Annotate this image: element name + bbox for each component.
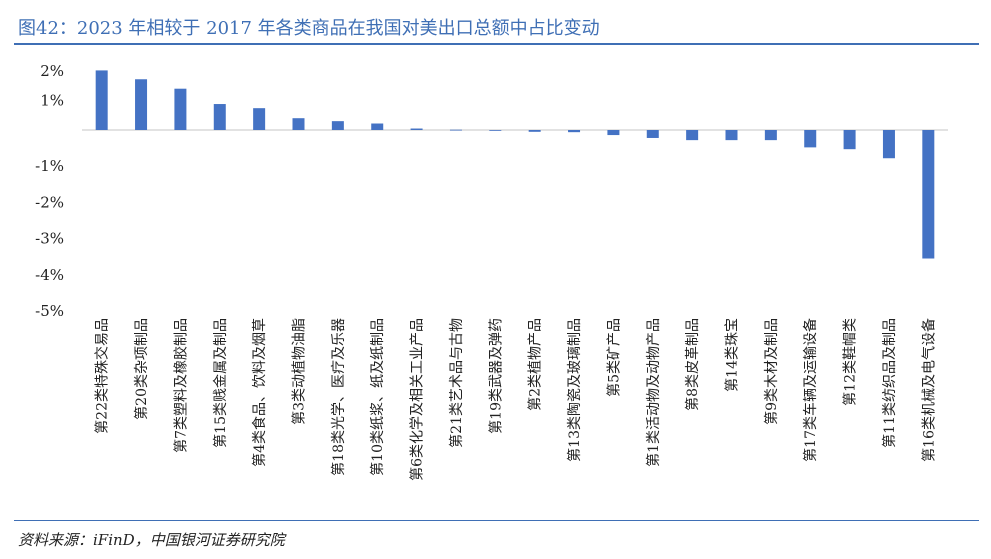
category-label: 第16类机械及电气设备 [920,318,937,462]
bar [410,128,423,130]
bar [95,70,108,130]
bar [843,130,856,150]
bar [528,130,541,132]
category-label: 第12类鞋帽类 [842,318,859,406]
category-label: 第18类光学、医疗及乐器 [330,318,347,476]
category-label: 第15类贱金属及制品 [212,318,229,448]
bar [213,104,226,130]
y-tick-label: -2% [35,193,64,211]
category-label: 第19类武器及弹药 [487,318,504,434]
category-label: 第13类陶瓷及玻璃制品 [566,318,583,462]
category-label: 第6类化学及相关工业产品 [409,318,426,481]
bar [686,130,699,141]
bar [174,88,187,130]
bar [135,79,148,130]
y-tick-label: -4% [35,266,64,284]
bar [607,130,620,136]
category-label: 第7类塑料及橡胶制品 [172,318,189,453]
category-label: 第10类纸浆、纸及纸制品 [369,318,386,476]
y-tick-label: -1% [35,157,64,175]
bar [292,118,305,130]
bar [331,121,344,130]
category-label: 第20类杂项制品 [133,318,150,420]
category-label: 第11类纺织品及制品 [881,318,898,448]
bar [764,130,777,141]
category-label: 第1类活动物及动物产品 [645,318,662,467]
y-tick-label: 2% [40,62,64,80]
y-tick-label: -5% [35,302,64,320]
bar [922,130,935,259]
title-rule [14,43,979,45]
category-label: 第4类食品、饮料及烟草 [251,318,268,467]
category-label: 第22类特殊交易品 [94,318,111,434]
bar [725,130,738,141]
category-label: 第9类木材及制品 [763,318,780,425]
bar [804,130,817,148]
bar-chart: 2% 1% -1% -2% -3% -4% -5% 第22类特殊交易品 第20类杂项制品 第7类塑… [35,62,948,481]
category-label: 第3类动植物油脂 [291,318,308,425]
bar [568,130,581,133]
category-label: 第5类矿产品 [605,318,622,397]
category-label: 第2类植物产品 [527,318,544,411]
y-tick-label: 1% [40,92,64,110]
bar [253,108,266,130]
category-label: 第17类车辆及运输设备 [802,318,819,462]
chart-title: 图42：2023 年相较于 2017 年各类商品在我国对美出口总额中占比变动 [18,18,600,39]
bar [882,130,895,159]
bar [489,130,502,131]
source-note: 资料来源：iFinD，中国银河证券研究院 [18,531,285,549]
category-label: 第14类珠宝 [724,318,741,392]
bar [449,129,462,131]
bar [371,123,384,130]
category-label: 第8类皮革制品 [684,318,701,411]
y-tick-label: -3% [35,230,64,248]
category-label: 第21类艺术品与古物 [448,318,465,448]
footer-rule [14,520,979,521]
bar [646,130,659,138]
